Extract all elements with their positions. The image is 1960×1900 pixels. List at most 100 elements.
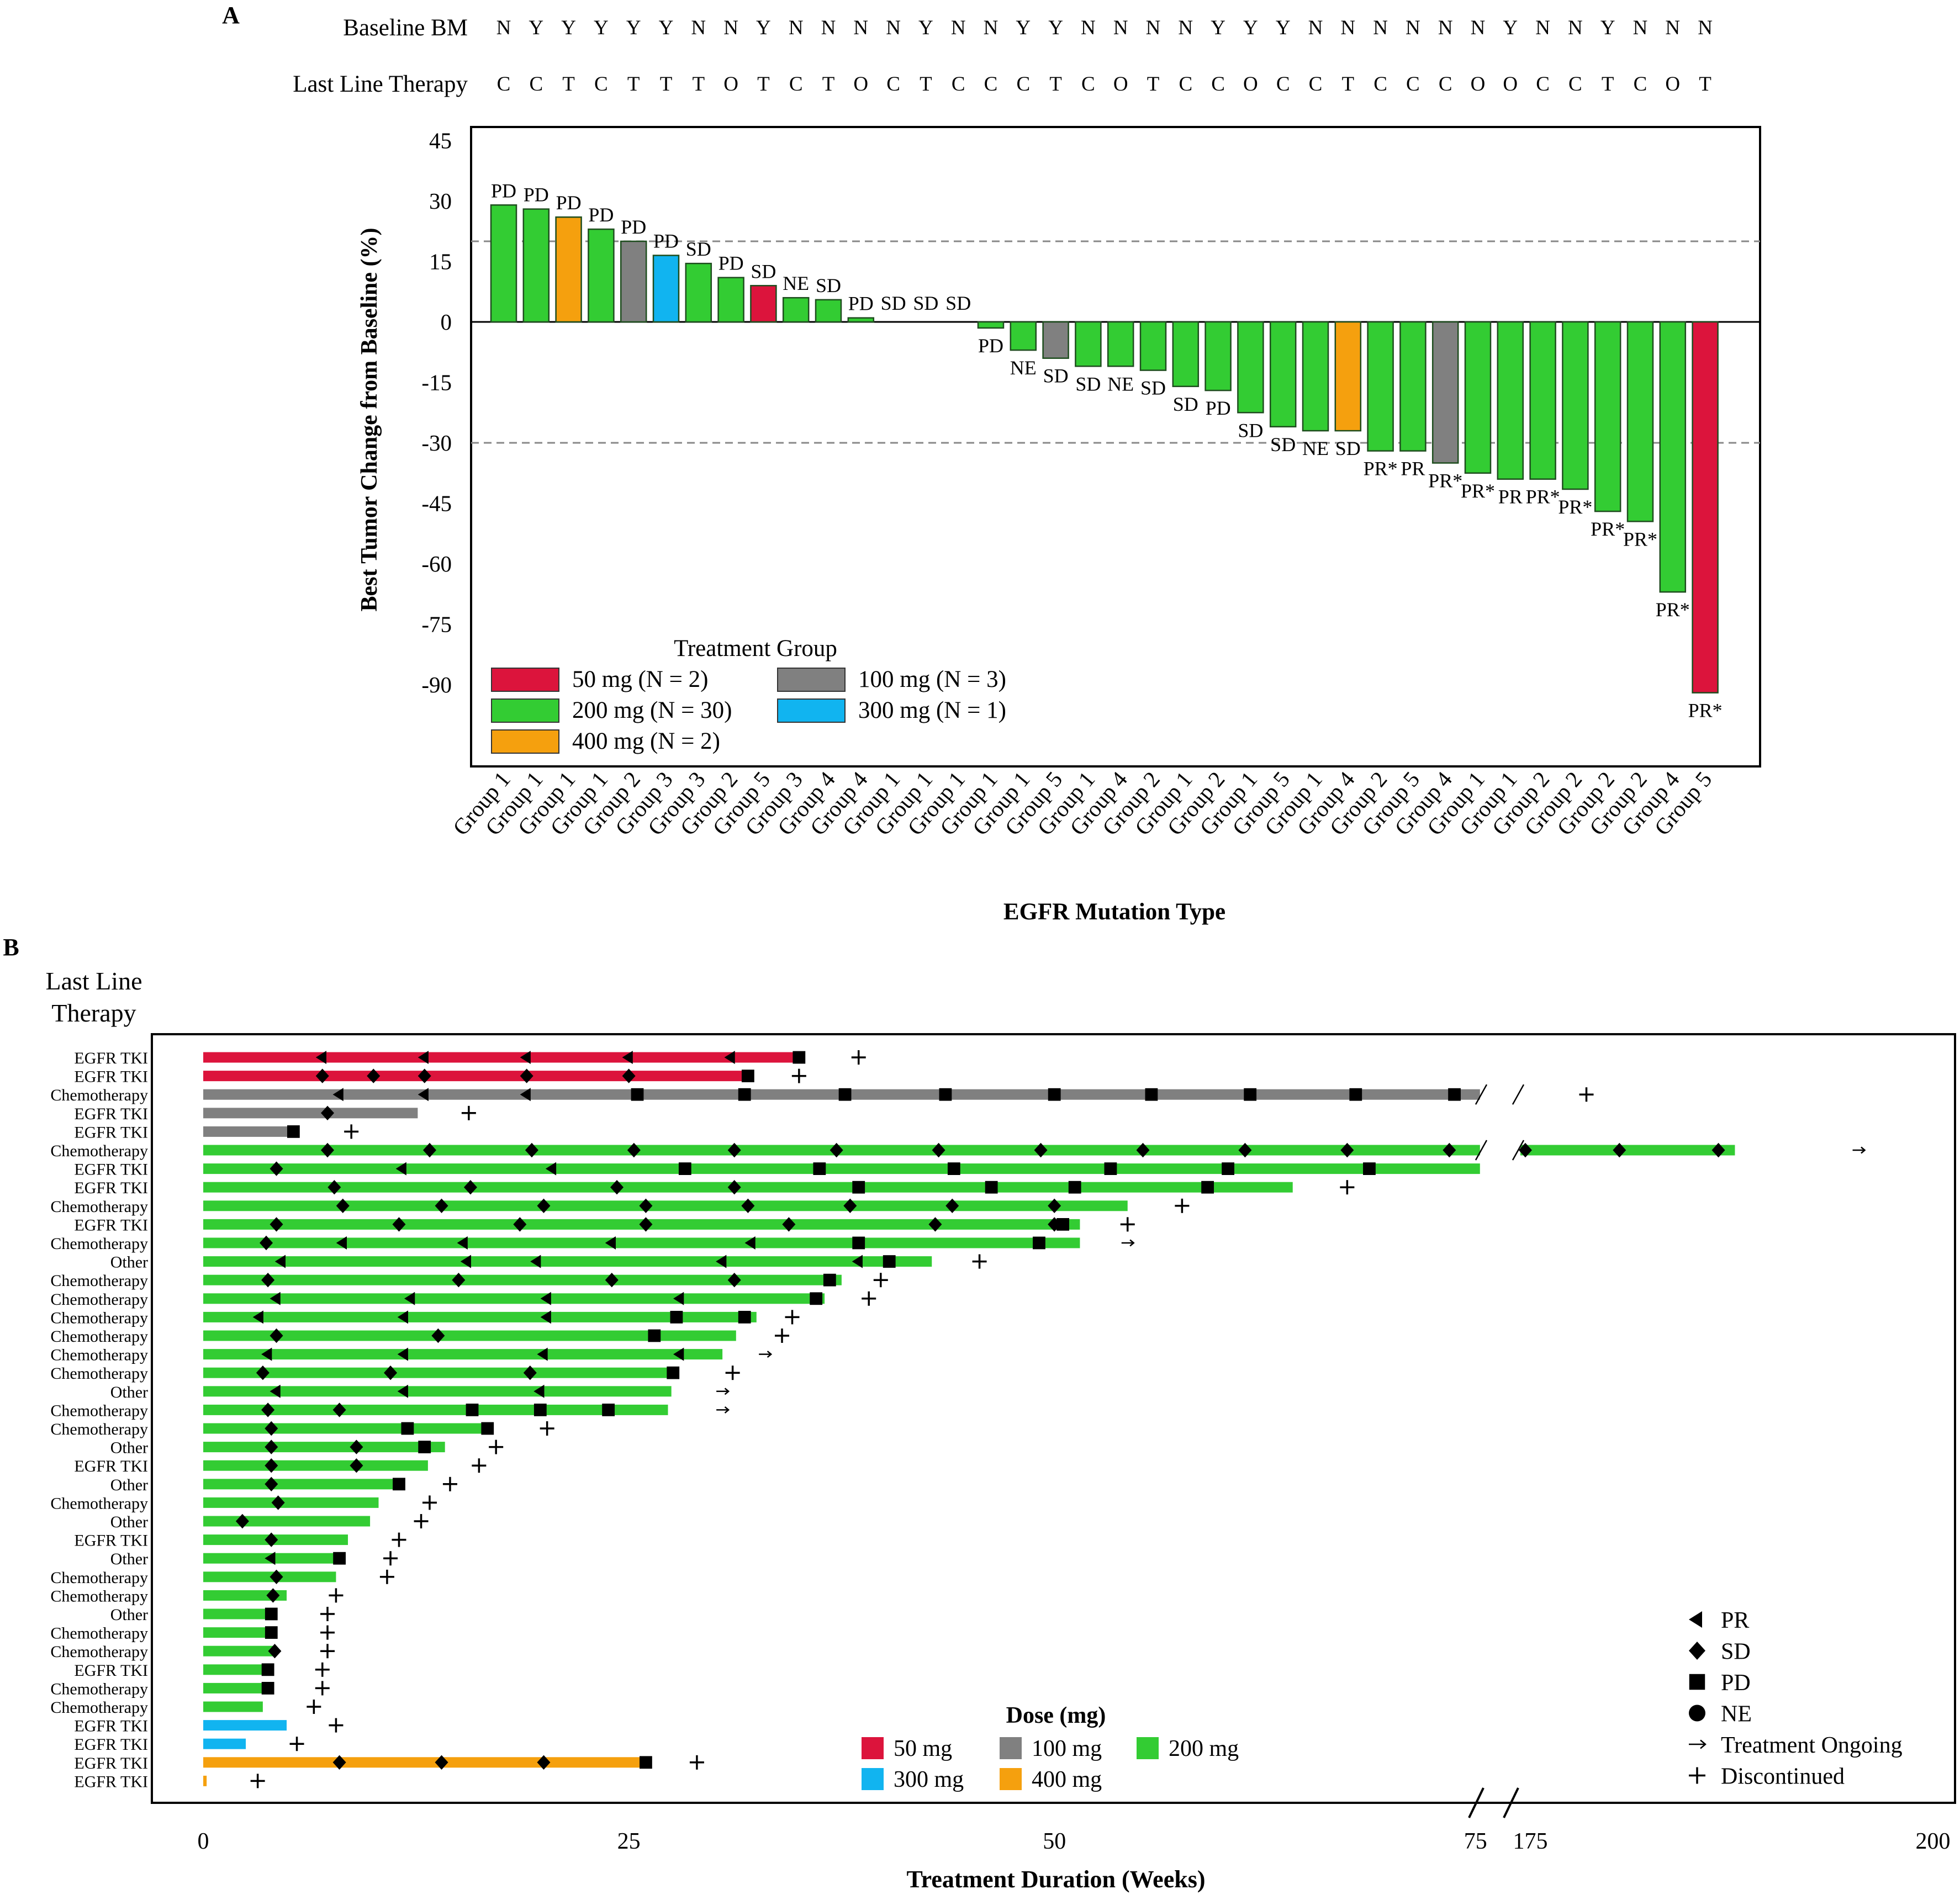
last-line-value: O [1113,73,1128,96]
row-header-line: Therapy [51,999,136,1027]
event-marker-sd [782,1217,796,1232]
event-marker-sd [235,1513,249,1529]
duration-bar [203,1126,294,1137]
dose-legend-swatch [1000,1737,1022,1759]
row-therapy-label: Other [110,1253,148,1272]
event-marker-pd [261,1682,274,1695]
event-marker-sd [422,1142,436,1158]
last-line-value: C [1179,73,1192,96]
baseline-bm-value: Y [659,17,674,39]
x-tick-label: 75 [1464,1829,1487,1854]
response-label: SD [751,260,776,282]
duration-bar [203,1311,757,1322]
baseline-bm-value: N [951,17,966,39]
last-line-value: C [1568,73,1582,96]
duration-bar [203,1108,418,1119]
event-marker-pd [738,1088,751,1101]
duration-bar [203,1404,668,1415]
dose-legend-swatch [1000,1768,1022,1790]
legend-entry-label: 400 mg (N = 2) [572,728,720,754]
waterfall-bar [1497,321,1524,480]
last-line-value: C [984,73,998,96]
axis-break-mark [1503,1787,1519,1818]
event-marker-sd [270,1217,283,1232]
event-marker-pd [1145,1088,1158,1101]
x-tick-label: 175 [1513,1829,1548,1854]
waterfall-bar [977,321,1005,329]
event-marker-pr [397,1384,408,1398]
event-marker-pd [838,1088,852,1101]
baseline-bm-value: Y [1243,17,1258,39]
row-therapy-label: EGFR TKI [74,1772,148,1791]
symbol-legend-marker [1700,1739,1707,1749]
last-line-value: O [1665,73,1680,96]
response-label: PR* [1526,486,1560,508]
last-line-value: T [1049,73,1062,96]
last-line-value: C [1406,73,1420,96]
row-therapy-label: Chemotherapy [50,1643,148,1661]
last-line-value: O [1503,73,1518,96]
last-line-value: C [497,73,511,96]
event-marker-sd [520,1068,533,1083]
last-line-value: C [1536,73,1550,96]
response-label: PD [978,335,1003,357]
waterfall-bar [685,262,712,323]
row-therapy-label: EGFR TKI [74,1532,148,1550]
last-line-value: C [1439,73,1452,96]
event-marker-sd [727,1273,741,1288]
event-marker-sd [321,1142,335,1158]
event-marker-pd [648,1329,661,1342]
event-marker-sd [271,1495,285,1510]
event-marker-pr [460,1255,471,1268]
legend-swatch [777,668,846,692]
row-therapy-label: Chemotherapy [50,1142,148,1160]
axis-break-mark [1475,1140,1488,1161]
event-marker-sd [452,1273,466,1288]
y-tick-label: -90 [421,672,452,697]
event-marker-pd [939,1088,952,1101]
event-marker-pd [1222,1162,1235,1175]
row-therapy-label: EGFR TKI [74,1123,148,1141]
duration-bar [203,1701,263,1712]
symbol-legend-label: Discontinued [1721,1764,1845,1790]
event-marker-sd [627,1142,641,1158]
baseline-bm-value: Y [1276,17,1291,39]
event-marker-pr [716,1255,727,1268]
duration-bar [203,1571,336,1583]
event-marker-sd [256,1366,270,1380]
event-marker-pr [261,1347,272,1361]
event-marker-pd [265,1626,278,1639]
dose-legend-label: 50 mg [894,1736,952,1761]
waterfall-bar [1172,321,1200,388]
row-therapy-label: EGFR TKI [74,1049,148,1067]
baseline-bm-value: N [821,17,836,39]
swimmer-frame [151,1033,1956,1804]
event-marker-pr [724,1051,735,1064]
response-label: PR* [1558,496,1592,518]
duration-bar [203,1071,748,1082]
event-marker-pr [274,1255,286,1268]
event-marker-pd [466,1404,479,1416]
event-marker-sd [525,1142,538,1158]
last-line-value: T [627,73,640,96]
event-marker-sd [928,1217,942,1232]
baseline-bm-value: N [723,17,738,39]
event-marker-sd [537,1198,551,1213]
baseline-bm-value: N [1698,17,1713,39]
event-marker-pr [530,1255,541,1268]
dose-legend-label: 200 mg [1169,1736,1239,1761]
event-marker-pd [1363,1162,1376,1175]
legend-entry-label: 200 mg (N = 30) [572,697,732,723]
event-marker-pd [852,1181,865,1194]
event-marker-pr [418,1051,429,1064]
legend-swatch [491,668,559,692]
waterfall-bar [1659,321,1687,593]
response-label: SD [1140,377,1166,399]
event-marker-pd [533,1404,547,1416]
event-marker-sd [392,1217,406,1232]
event-marker-pr [336,1236,347,1250]
event-marker-sd [932,1142,945,1158]
response-label: SD [945,292,971,314]
response-label: PD [556,192,582,214]
response-label: SD [1335,437,1361,459]
